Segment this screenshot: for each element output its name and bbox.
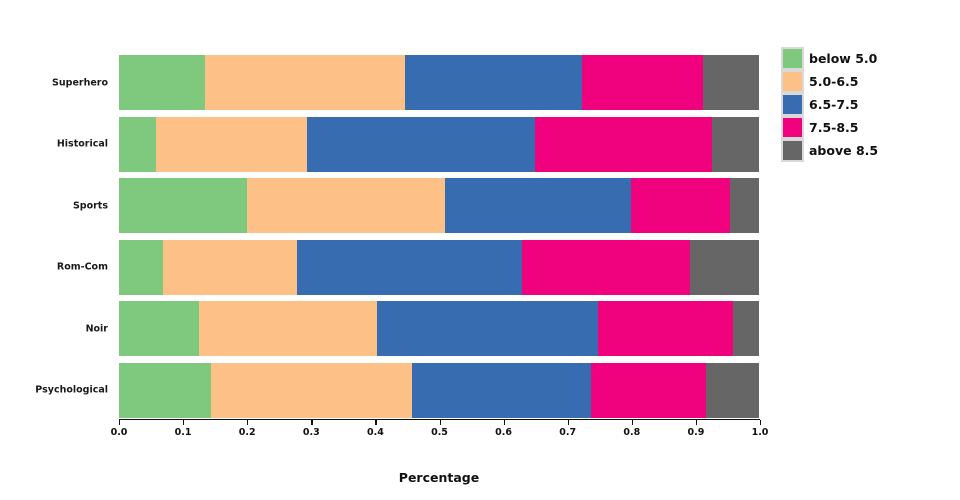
bar-segment <box>712 116 759 172</box>
x-axis-title: Percentage <box>398 470 480 485</box>
legend-label: above 8.5 <box>809 143 879 158</box>
legend-label: 7.5-8.5 <box>809 120 859 135</box>
bar <box>119 116 759 172</box>
bar-segment <box>119 178 247 233</box>
bar-row: Rom-Com <box>57 239 759 295</box>
bar-row: Psychological <box>35 362 759 418</box>
bar-segment <box>703 55 759 110</box>
bar-row: Historical <box>57 116 759 172</box>
bar-row: Superhero <box>52 55 759 110</box>
bar-segment <box>119 362 211 418</box>
bar-segment <box>210 362 413 418</box>
x-tick <box>311 420 313 425</box>
x-tick-label: 1.0 <box>751 427 769 438</box>
bar-segment <box>445 178 631 233</box>
bar-segment <box>296 239 523 295</box>
bar-segment <box>247 178 446 233</box>
bar-segment <box>689 239 759 295</box>
x-tick <box>631 420 634 425</box>
bar-segment <box>522 239 690 295</box>
bar-segment <box>412 362 592 418</box>
x-axis: 0.0 0.1 0.2 0.3 0.4 0.5 0.6 0.7 0.8 0.9 1.0 <box>111 419 768 462</box>
legend-label: 6.5-7.5 <box>809 97 859 112</box>
x-tick-label: 0.7 <box>559 427 577 438</box>
bar-segment <box>119 116 157 172</box>
bar-segment <box>581 55 704 110</box>
x-tick <box>695 420 698 425</box>
bar-row: Sports <box>73 178 759 233</box>
bar-segment <box>119 55 206 110</box>
x-tick <box>375 420 377 425</box>
legend: below 5.0 5.0-6.5 6.5-7.5 7.5-8.5 above 8.5 <box>781 47 878 162</box>
legend-item: 5.0-6.5 <box>781 70 878 93</box>
x-tick-label: 0.8 <box>623 427 641 438</box>
legend-item: above 8.5 <box>781 139 878 162</box>
bar <box>119 362 759 418</box>
bar-segment <box>156 116 307 172</box>
x-tick <box>567 420 569 425</box>
legend-swatch-cell <box>781 139 804 162</box>
bar-segment <box>733 301 759 356</box>
legend-item: 6.5-7.5 <box>781 93 878 116</box>
x-tick-label: 0.2 <box>238 427 256 438</box>
bar-segment <box>119 239 163 295</box>
x-tick-label: 0.0 <box>110 427 128 438</box>
legend-swatch <box>783 118 802 137</box>
x-tick <box>183 420 185 425</box>
legend-swatch <box>783 72 802 91</box>
bar-segment <box>534 116 713 172</box>
legend-swatch-cell <box>781 70 804 93</box>
bar-segment <box>205 55 406 110</box>
bar-segment <box>405 55 582 110</box>
legend-swatch <box>783 141 802 160</box>
category-label: Rom-Com <box>56 261 108 273</box>
legend-item: 7.5-8.5 <box>781 116 878 139</box>
bar-segment <box>306 116 535 172</box>
bar-row: Noir <box>86 301 759 356</box>
category-label: Superhero <box>52 77 108 88</box>
category-label: Noir <box>85 323 108 334</box>
category-label: Historical <box>56 138 108 150</box>
x-tick <box>503 420 505 425</box>
bar <box>119 55 759 110</box>
bar <box>119 301 759 356</box>
legend-swatch-cell <box>781 93 804 116</box>
bar-segment <box>119 301 199 356</box>
bar <box>119 178 759 233</box>
legend-label: 5.0-6.5 <box>809 74 859 89</box>
legend-item: below 5.0 <box>781 47 878 70</box>
bar-segment <box>376 301 599 356</box>
legend-label: below 5.0 <box>809 51 878 66</box>
bar-segment <box>598 301 734 356</box>
bar-segment <box>199 301 377 356</box>
x-tick-label: 0.4 <box>366 427 384 438</box>
x-tick <box>247 420 249 425</box>
legend-swatch-cell <box>781 116 804 139</box>
x-tick-label: 0.3 <box>302 427 320 438</box>
x-tick <box>760 420 762 425</box>
x-tick-label: 0.6 <box>495 427 513 438</box>
x-tick-label: 0.9 <box>687 427 705 438</box>
plot-area: Superhero Historical Sports Rom-Com Noir Psyc… <box>35 55 759 418</box>
category-label: Psychological <box>35 384 108 396</box>
bar-segment <box>591 362 707 418</box>
bar-segment <box>730 178 759 233</box>
bar-segment <box>630 178 731 233</box>
bar <box>119 239 759 295</box>
legend-swatch <box>783 95 802 114</box>
legend-swatch-cell <box>781 47 804 70</box>
x-tick <box>439 420 441 425</box>
x-tick-label: 0.1 <box>174 427 192 438</box>
x-tick <box>119 420 121 425</box>
category-label: Sports <box>72 200 108 211</box>
x-tick-label: 0.5 <box>431 427 448 438</box>
bar-segment <box>706 362 759 418</box>
legend-swatch <box>783 49 802 68</box>
bar-segment <box>162 239 297 295</box>
